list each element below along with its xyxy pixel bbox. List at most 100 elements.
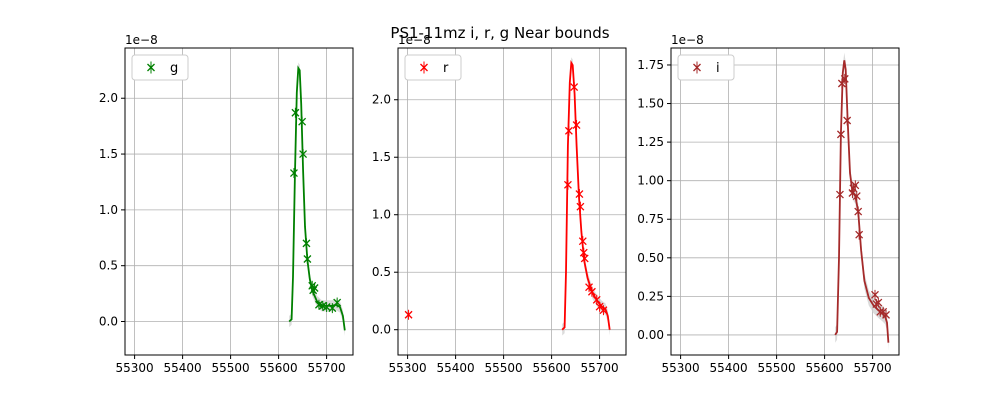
model-uncertainty-band — [835, 52, 889, 351]
x-tick-label: 55400 — [164, 361, 202, 375]
y-tick-label: 1.5 — [372, 150, 391, 164]
legend-label: r — [443, 61, 449, 76]
data-point — [855, 229, 864, 240]
legend-marker-stroke — [693, 63, 701, 72]
x-tick-label: 55300 — [389, 361, 427, 375]
x-marker-stroke — [587, 287, 596, 296]
y-tick-label: 1.0 — [99, 203, 118, 217]
data-point — [837, 78, 846, 89]
x-marker-stroke — [876, 307, 885, 316]
x-tick-label: 55300 — [116, 361, 154, 375]
data-point — [290, 168, 298, 179]
data-point — [840, 73, 849, 84]
data-point — [578, 236, 587, 247]
axes-frame — [124, 47, 354, 356]
data-point — [404, 309, 413, 320]
x-tick-label: 55600 — [533, 361, 571, 375]
data-point — [587, 286, 596, 297]
x-marker-stroke — [298, 117, 307, 126]
y-tick-label: 0.5 — [99, 259, 118, 273]
x-marker-stroke — [599, 306, 608, 315]
x-marker-stroke — [840, 74, 849, 83]
data-point — [570, 82, 579, 93]
y-tick-label: 0.0 — [372, 323, 391, 337]
data-point — [572, 120, 581, 131]
x-marker-stroke — [595, 302, 604, 311]
legend-box — [131, 54, 189, 81]
x-marker-stroke — [580, 254, 589, 263]
legend-box — [677, 54, 735, 81]
legend-marker-stroke — [147, 63, 155, 72]
y-tick-label: 1.00 — [637, 174, 664, 188]
x-marker-stroke — [843, 116, 852, 125]
data-point — [854, 206, 863, 217]
data-point — [843, 115, 852, 126]
x-tick-label: 55700 — [581, 361, 619, 375]
x-marker-stroke — [290, 169, 298, 177]
y-tick-label: 1.5 — [99, 147, 118, 161]
x-marker-stroke — [299, 150, 308, 159]
y-tick-label: 0.25 — [637, 289, 664, 303]
data-point — [836, 189, 844, 200]
y-tick-label: 0.00 — [637, 328, 664, 342]
x-marker-stroke — [871, 290, 879, 299]
x-marker-stroke — [585, 283, 593, 292]
legend-label: g — [170, 61, 178, 76]
y-tick-label: 1.75 — [637, 58, 664, 72]
y-tick-label: 1.0 — [372, 208, 391, 222]
x-marker-stroke — [291, 108, 300, 117]
x-tick-label: 55400 — [710, 361, 748, 375]
data-point — [871, 289, 879, 300]
x-tick-label: 55500 — [485, 361, 523, 375]
x-marker-stroke — [836, 190, 844, 199]
x-marker-stroke — [572, 121, 581, 129]
data-point — [585, 282, 593, 293]
x-marker-stroke — [564, 126, 573, 135]
y-tick-label: 0.5 — [372, 265, 391, 279]
data-point — [599, 305, 608, 316]
legend-label: i — [716, 61, 720, 76]
x-tick-label: 55600 — [806, 361, 844, 375]
x-marker-stroke — [882, 310, 890, 319]
data-point — [580, 253, 589, 264]
data-point — [564, 125, 573, 136]
data-point — [851, 180, 860, 191]
data-point — [575, 189, 584, 200]
x-marker-stroke — [570, 83, 579, 92]
y-tick-label: 0.0 — [99, 315, 118, 329]
x-marker-stroke — [848, 189, 857, 197]
panel-g: 55300 55400 55500 55600 55700 0.0 0.5 1.0 1.5 2.0… — [99, 33, 354, 375]
data-point — [576, 201, 585, 212]
y-tick-label: 0.75 — [637, 212, 664, 226]
x-marker-stroke — [874, 298, 883, 307]
figure-title: PS1-11mz i, r, g Near bounds — [390, 24, 610, 42]
data-point — [303, 253, 312, 264]
x-marker-stroke — [563, 180, 572, 189]
x-tick-label: 55600 — [260, 361, 298, 375]
legend: g — [131, 54, 189, 81]
x-marker-stroke — [303, 255, 312, 263]
x-marker-stroke — [852, 192, 861, 201]
model-uncertainty-band — [289, 62, 345, 336]
y-tick-label: 2.0 — [99, 91, 118, 105]
data-point — [852, 191, 861, 202]
x-marker-stroke — [333, 298, 342, 307]
x-tick-label: 55700 — [854, 361, 892, 375]
y-tick-label: 2.0 — [372, 93, 391, 107]
x-tick-label: 55700 — [308, 361, 346, 375]
y-tick-label: 1.25 — [637, 135, 664, 149]
data-point — [299, 149, 308, 160]
data-point — [310, 283, 319, 294]
x-marker-stroke — [575, 190, 584, 198]
data-point — [333, 297, 342, 308]
x-marker-stroke — [310, 284, 319, 292]
x-marker-stroke — [318, 301, 327, 310]
x-tick-label: 55500 — [212, 361, 250, 375]
axes-frame — [397, 47, 627, 356]
x-marker-stroke — [837, 79, 846, 88]
legend: i — [677, 54, 735, 81]
x-marker-stroke — [854, 207, 863, 216]
axes-frame — [670, 47, 900, 356]
panel-r: 55300 55400 55500 55600 55700 0.0 0.5 1.0 1.5 2.0… — [372, 33, 627, 375]
